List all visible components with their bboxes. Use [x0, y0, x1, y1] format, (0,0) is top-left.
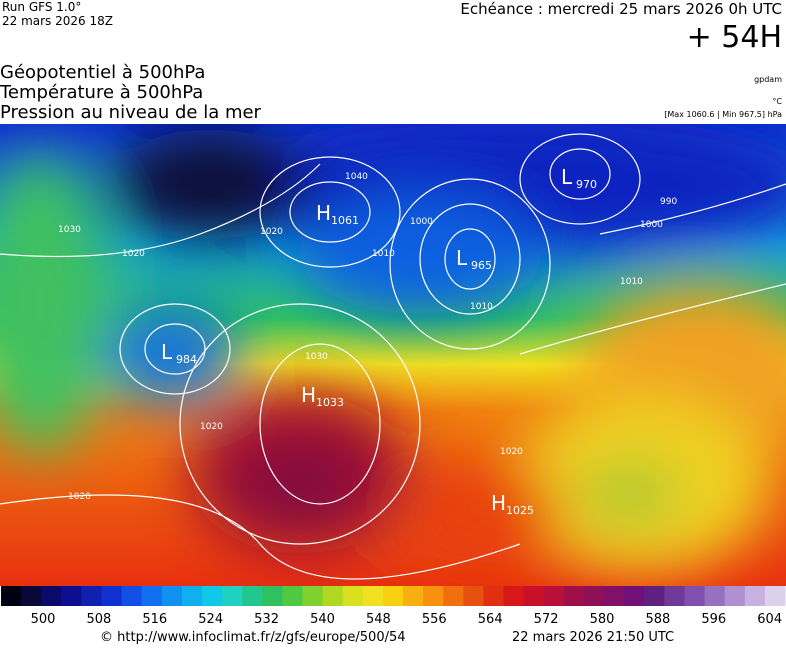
valid-time: Echéance : mercredi 25 mars 2026 0h UTC	[460, 0, 782, 18]
colorbar-label: 516	[142, 612, 167, 626]
center-value: 1061	[331, 214, 359, 227]
colorbar-label: 532	[254, 612, 279, 626]
contour-label: 1010	[470, 302, 493, 312]
colorbar-swatch	[704, 586, 726, 606]
colorbar-swatch	[684, 586, 706, 606]
contour-label: 1020	[200, 422, 223, 432]
center-letter: H	[301, 383, 316, 407]
center-letter: H	[316, 201, 331, 225]
colorbar-label: 556	[422, 612, 447, 626]
colorbar-swatch	[21, 586, 42, 606]
contour-label: 1040	[345, 172, 368, 182]
contour-label: 1010	[372, 249, 395, 259]
colorbar-swatch	[81, 586, 103, 606]
colorbar-label: 572	[534, 612, 559, 626]
colorbar-swatch	[443, 586, 464, 606]
colorbar-swatch	[161, 586, 183, 606]
colorbar-swatch	[764, 586, 786, 606]
colorbar-swatch	[563, 586, 585, 606]
contour-label: 1000	[640, 220, 663, 230]
colorbar-swatch	[503, 586, 525, 606]
colorbar-swatch	[1, 586, 22, 606]
colorbar-swatch	[121, 586, 143, 606]
contour-label: 1000	[410, 217, 433, 227]
unit: °C	[772, 97, 782, 106]
colorbar-label: 540	[310, 612, 335, 626]
contour-label: 1030	[305, 352, 328, 362]
contour-label: 1020	[260, 227, 283, 237]
colorbar-swatch	[181, 586, 203, 606]
colorbar-swatch	[141, 586, 163, 606]
colorbar-swatch	[222, 586, 243, 606]
center-value: 1025	[506, 504, 534, 517]
colorbar-label: 524	[198, 612, 223, 626]
colorbar-label: 564	[478, 612, 503, 626]
run: Run GFS 1.0°	[2, 0, 82, 14]
source-url: © http://www.infoclimat.fr/z/gfs/europe/…	[100, 630, 406, 645]
title: Pression au niveau de la mer	[0, 102, 261, 123]
colorbar-swatch	[543, 586, 565, 606]
colorbar-swatch	[644, 586, 665, 606]
colorbar-swatch	[242, 586, 263, 606]
unit: gpdam	[754, 75, 782, 84]
colorbar-swatch	[61, 586, 82, 606]
lead-time: + 54H	[686, 20, 782, 55]
center-value: 970	[576, 178, 597, 191]
colorbar-swatch	[423, 586, 444, 606]
center-value: 965	[471, 259, 492, 272]
colorbar-swatch	[362, 586, 384, 606]
colorbar-label: 580	[590, 612, 615, 626]
colorbar-swatch	[604, 586, 625, 606]
center-value: 984	[176, 353, 197, 366]
colorbar-swatch	[744, 586, 766, 606]
colorbar-label: 548	[366, 612, 391, 626]
colorbar-swatch	[342, 586, 364, 606]
contour-label: 1020	[68, 492, 91, 502]
colorbar-swatch	[403, 586, 424, 606]
colorbar-label: 588	[645, 612, 670, 626]
colorbar-swatch	[624, 586, 645, 606]
colorbar-swatch	[382, 586, 404, 606]
colorbar-swatch	[483, 586, 505, 606]
title: Température à 500hPa	[0, 82, 204, 103]
colorbar-swatch	[322, 586, 344, 606]
colorbar-swatch	[302, 586, 324, 606]
unit: [Max 1060.6 | Min 967.5] hPa	[664, 110, 782, 119]
colorbar: 500 508 516 524 532 540 548 556 564 572 580 588 596 6…	[1, 586, 786, 626]
contour-label: 990	[660, 197, 677, 207]
colorbar-label: 508	[86, 612, 111, 626]
center-value: 1033	[316, 396, 344, 409]
colorbar-swatch	[262, 586, 283, 606]
colorbar-swatch	[463, 586, 484, 606]
contour-label: 1020	[122, 249, 145, 259]
center-letter: L	[456, 246, 468, 270]
center-letter: L	[161, 340, 173, 364]
center-letter: H	[491, 491, 506, 515]
colorbar-swatch	[282, 586, 304, 606]
title: Géopotentiel à 500hPa	[0, 62, 206, 83]
colorbar-swatch	[724, 586, 746, 606]
contour-label: 1030	[58, 225, 81, 235]
colorbar-swatch	[664, 586, 685, 606]
colorbar-label: 596	[701, 612, 726, 626]
colorbar-label: 604	[757, 612, 782, 626]
colorbar-swatch	[583, 586, 605, 606]
colorbar-swatch	[41, 586, 62, 606]
run-date: 22 mars 2026 18Z	[2, 14, 113, 28]
colorbar-label: 500	[31, 612, 56, 626]
colorbar-swatch	[523, 586, 545, 606]
contour-label: 1010	[620, 277, 643, 287]
colorbar-swatch	[202, 586, 223, 606]
colorbar-swatch	[101, 586, 123, 606]
center-letter: L	[561, 165, 573, 189]
timestamp: 22 mars 2026 21:50 UTC	[512, 630, 675, 645]
contour-label: 1020	[500, 447, 523, 457]
